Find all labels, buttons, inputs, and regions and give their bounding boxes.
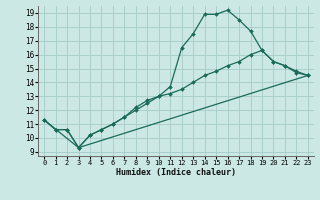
X-axis label: Humidex (Indice chaleur): Humidex (Indice chaleur)	[116, 168, 236, 177]
